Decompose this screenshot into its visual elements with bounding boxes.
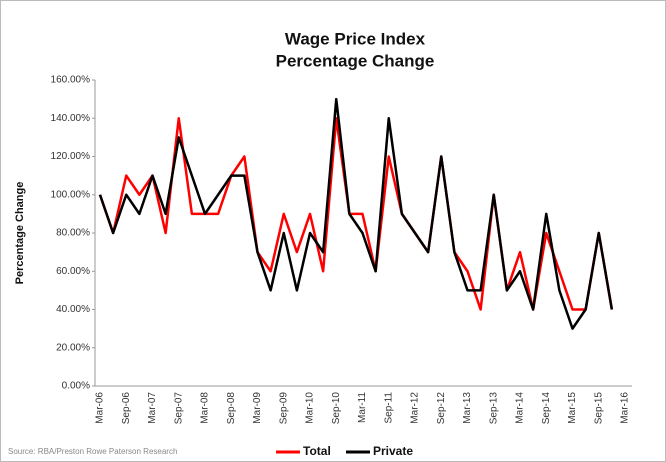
y-tick-label: 20.00% [56, 342, 90, 353]
y-tick-label: 160.00% [51, 75, 91, 86]
source: Source: RBA/Preston Rowe Paterson Resear… [8, 447, 177, 456]
x-tick-label: Sep-15 [593, 392, 604, 425]
y-tick-label: 60.00% [56, 266, 90, 277]
line-series [98, 117, 614, 311]
x-tick-label: Mar-15 [567, 392, 578, 424]
y-tick-label: 0.00% [62, 381, 90, 392]
x-tick-label: Mar-11 [357, 392, 368, 423]
x-tick-label: Sep-09 [278, 392, 289, 425]
chart-title: Wage Price Index [285, 29, 426, 48]
x-tick-label: Mar-07 [147, 392, 158, 424]
x-tick-label: Mar-06 [95, 392, 106, 424]
y-axis-title: Percentage Change [14, 182, 26, 285]
y-tick-label: 100.00% [51, 189, 91, 200]
x-tick-label: Mar-14 [515, 392, 526, 424]
x-tick-label: Sep-07 [173, 392, 184, 425]
x-tick-label: Mar-09 [252, 392, 263, 424]
line-series [98, 97, 614, 330]
x-tick-label: Sep-08 [226, 392, 237, 425]
y-tick-label: 140.00% [51, 113, 91, 124]
x-tick-label: Sep-11 [383, 392, 394, 424]
x-tick-label: Mar-12 [410, 392, 421, 424]
x-tick-label: Sep-06 [121, 392, 132, 425]
x-tick-label: Sep-12 [436, 392, 447, 425]
x-tick-label: Mar-16 [620, 392, 631, 424]
x-tick-label: Mar-10 [305, 392, 316, 424]
legend-label: Total [303, 444, 331, 458]
x-tick-label: Mar-08 [200, 392, 211, 424]
y-tick-label: 120.00% [51, 151, 91, 162]
x-tick-label: Sep-13 [488, 392, 499, 425]
x-tick-label: Sep-10 [331, 392, 342, 425]
legend-label: Private [373, 444, 413, 458]
y-tick-label: 80.00% [56, 228, 90, 239]
y-tick-label: 40.00% [56, 304, 90, 315]
chart-subtitle: Percentage Change [276, 51, 435, 70]
x-tick-label: Mar-13 [462, 392, 473, 424]
x-tick-label: Sep-14 [541, 392, 552, 425]
